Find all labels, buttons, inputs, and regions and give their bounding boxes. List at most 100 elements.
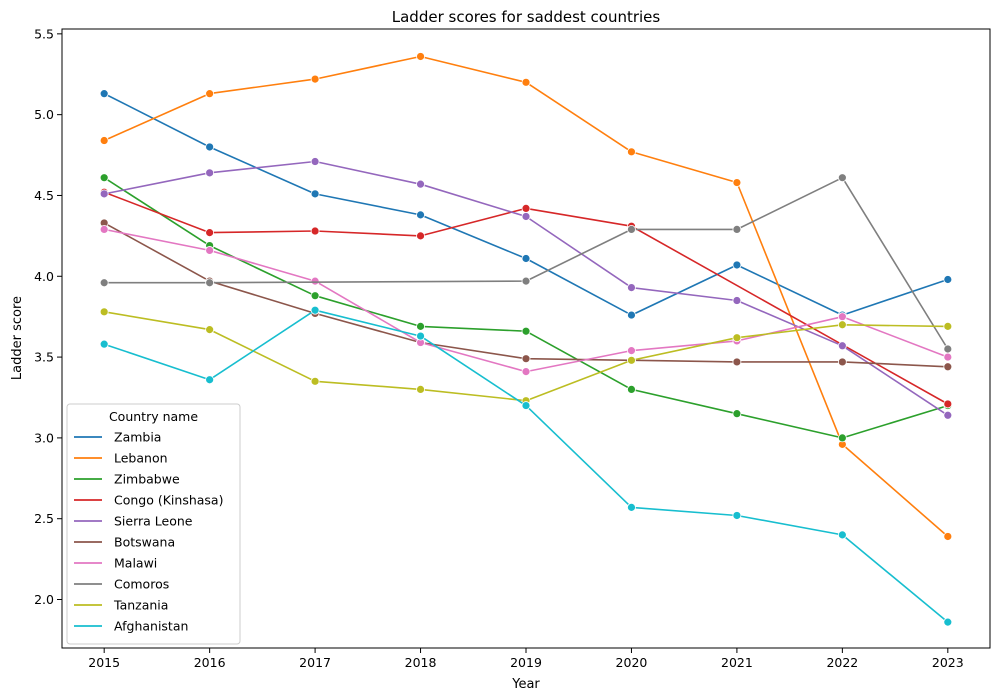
data-point-malawi [310,276,320,286]
x-axis-title: Year [511,677,540,692]
series-tanzania [99,307,953,406]
data-point-malawi [205,246,215,255]
data-point-botswana [837,357,847,367]
data-point-zambia [310,189,320,199]
data-point-congo-kinshasa [416,231,425,241]
data-point-tanzania [732,333,742,343]
x-tick-label: 2016 [194,655,226,670]
data-point-zambia [732,260,742,270]
legend-label-tanzania: Tanzania [113,598,168,613]
legend-label-sierra-leone: Sierra Leone [114,514,193,529]
y-tick-label: 4.5 [34,188,54,203]
data-point-afghanistan [943,617,953,627]
series-malawi [99,225,953,377]
data-point-congo-kinshasa [943,399,953,409]
data-point-sierra-leone [732,296,742,305]
legend-label-comoros: Comoros [114,577,169,592]
data-point-sierra-leone [943,410,953,420]
data-point-zimbabwe [837,433,847,443]
x-tick-label: 2017 [299,655,331,670]
data-point-lebanon [310,74,320,84]
y-tick-label: 4.0 [34,269,54,284]
series-line-comoros [104,176,949,350]
legend-label-zambia: Zambia [114,430,161,445]
y-axis-title: Ladder score [10,296,25,380]
data-point-lebanon [732,178,742,187]
x-tick-label: 2015 [88,655,120,670]
data-point-tanzania [99,307,109,317]
data-point-tanzania [205,325,215,335]
data-point-tanzania [627,355,636,365]
data-point-botswana [732,357,742,367]
data-point-botswana [521,354,531,364]
data-point-lebanon [205,89,215,99]
data-point-afghanistan [205,375,215,385]
y-tick-label: 5.5 [34,26,54,41]
data-point-afghanistan [416,331,425,341]
data-point-lebanon [99,136,109,145]
data-point-zambia [205,142,215,152]
data-point-sierra-leone [205,168,215,178]
data-point-zambia [416,210,425,220]
legend-label-malawi: Malawi [114,556,157,571]
y-tick-label: 2.0 [34,592,54,607]
data-point-tanzania [943,321,953,331]
legend-title: Country name [109,409,198,424]
data-point-lebanon [416,52,425,61]
series-sierra-leone [99,157,953,420]
data-point-sierra-leone [99,189,109,199]
x-tick-label: 2022 [826,655,858,670]
data-point-afghanistan [99,339,109,349]
legend-label-lebanon: Lebanon [114,451,168,466]
data-point-zimbabwe [310,291,320,301]
data-point-malawi [837,312,847,322]
data-point-congo-kinshasa [205,228,215,238]
data-point-tanzania [837,320,847,330]
series-comoros [99,173,953,354]
x-tick-label: 2021 [721,655,753,670]
data-point-malawi [943,352,953,362]
data-point-comoros [521,276,531,286]
data-point-comoros [732,225,742,234]
series-lebanon [99,52,953,541]
data-point-lebanon [943,532,953,541]
x-tick-label: 2020 [616,655,648,670]
series-botswana [99,218,953,372]
data-point-comoros [837,173,847,183]
legend-label-afghanistan: Afghanistan [114,619,188,634]
data-point-congo-kinshasa [310,226,320,236]
data-point-malawi [627,346,636,356]
data-point-zimbabwe [416,321,425,331]
y-tick-label: 5.0 [34,107,54,122]
x-tick-label: 2023 [932,655,964,670]
data-point-tanzania [416,385,425,394]
series-line-malawi [104,228,949,373]
data-point-comoros [205,278,215,288]
y-tick-label: 2.5 [34,511,54,526]
data-point-afghanistan [627,502,636,512]
legend-label-zimbabwe: Zimbabwe [114,472,180,487]
data-point-comoros [943,344,953,354]
data-point-sierra-leone [627,283,636,292]
data-point-lebanon [627,147,636,157]
data-point-sierra-leone [837,341,847,351]
y-tick-label: 3.5 [34,350,54,365]
data-point-afghanistan [837,530,847,540]
chart-title: Ladder scores for saddest countries [392,8,661,26]
legend-label-botswana: Botswana [114,535,175,550]
data-point-zambia [627,310,636,320]
series-afghanistan [99,305,953,627]
data-point-tanzania [310,376,320,386]
data-point-sierra-leone [521,212,531,221]
y-tick-label: 3.0 [34,430,54,445]
data-point-zimbabwe [521,326,531,336]
x-tick-label: 2018 [405,655,437,670]
data-point-afghanistan [521,401,531,410]
data-point-zambia [943,275,953,284]
x-tick-label: 2019 [510,655,542,670]
data-point-zimbabwe [732,409,742,419]
data-point-zambia [521,254,531,263]
data-point-comoros [99,278,109,288]
data-point-congo-kinshasa [521,203,531,213]
